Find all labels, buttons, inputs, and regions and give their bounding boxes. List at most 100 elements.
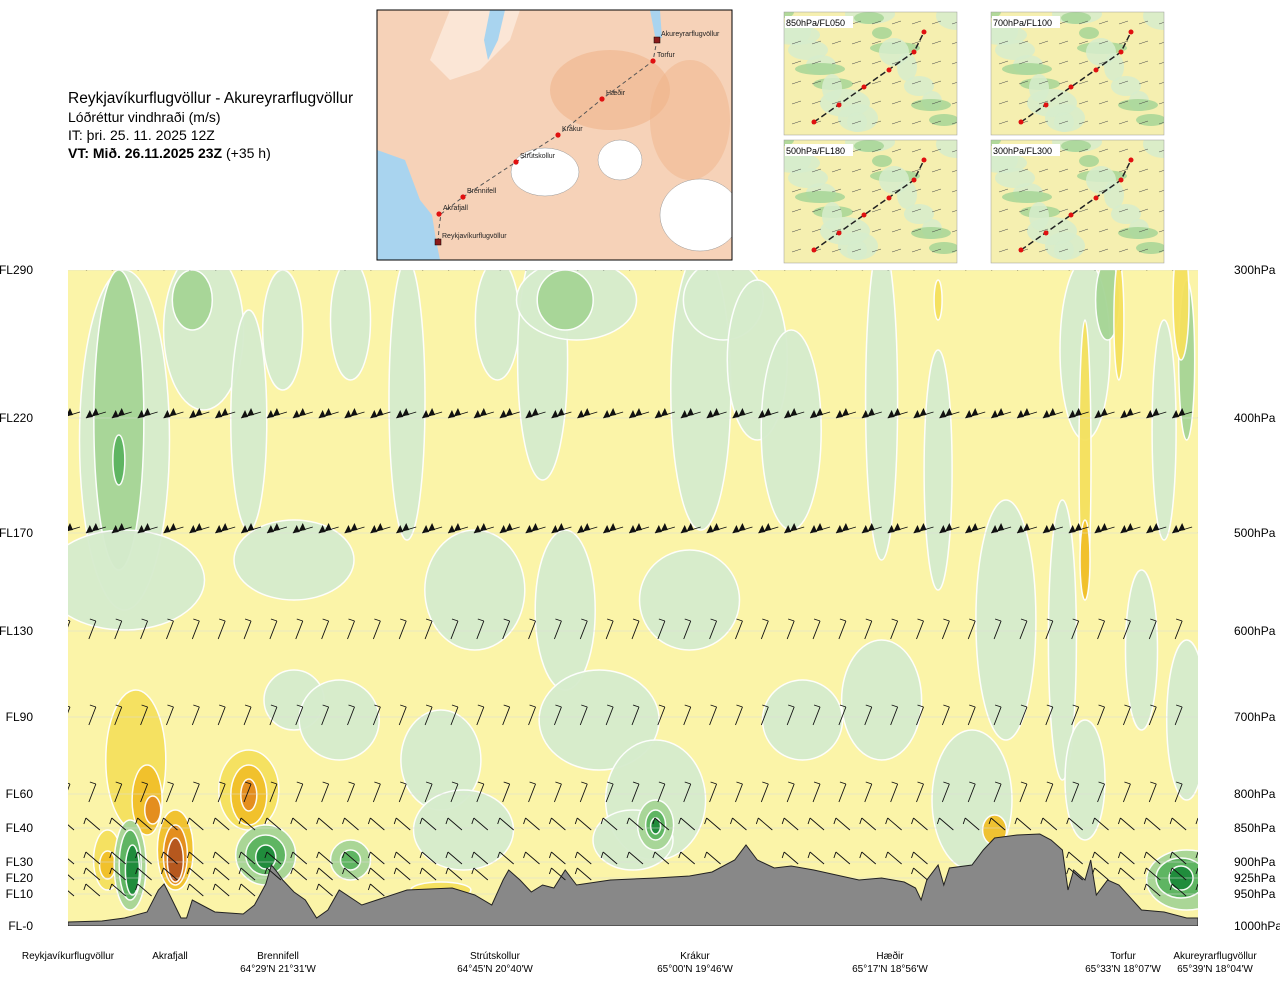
barb-staff (680, 851, 696, 865)
barb-feather (83, 883, 87, 891)
wind-barb (1014, 817, 1032, 831)
barb-feather (83, 851, 87, 859)
wind-barb (243, 781, 252, 803)
barb-feather (807, 851, 811, 859)
panel-barb (1138, 60, 1149, 65)
barb-staff (370, 867, 385, 881)
barb-feather (1124, 618, 1131, 622)
wind-barb (189, 408, 210, 419)
wind-barb (1197, 523, 1211, 533)
panel-barb (1118, 60, 1129, 65)
wind-barb (238, 867, 256, 881)
panel-waypoint-marker (1128, 157, 1134, 163)
barb-staff (447, 270, 450, 271)
barb-feather (238, 817, 242, 825)
panel-barb (931, 20, 942, 25)
barb-staff (347, 783, 355, 803)
barb-staff (396, 270, 398, 271)
barb-feather (1046, 781, 1053, 785)
map-waypoint-marker (555, 132, 561, 138)
wind-barb (551, 270, 553, 271)
wind-barb (939, 523, 960, 534)
wind-barb (1042, 408, 1063, 419)
panel-barb (1158, 42, 1164, 45)
barb-feather (1175, 618, 1183, 622)
wind-barb (916, 704, 924, 726)
panel-label-bg (992, 16, 1060, 28)
wind-barb (579, 618, 588, 640)
wind-barb (1146, 523, 1167, 534)
panel-contour (1086, 38, 1116, 66)
contour-region (534, 529, 596, 691)
wind-barb (342, 817, 359, 831)
wind-barb (528, 781, 536, 803)
panel-barb (1118, 20, 1129, 25)
barb-staff (913, 867, 928, 881)
panel-barb (1158, 62, 1164, 65)
barb-staff (321, 620, 330, 640)
barb-staff (189, 270, 191, 271)
barb-staff (85, 817, 101, 831)
barb-feather (523, 851, 526, 859)
wind-barb (68, 782, 71, 791)
pressure-level-label: 1000hPa (1234, 919, 1280, 933)
panel-waypoint-marker (911, 49, 917, 55)
barb-feather (788, 781, 795, 785)
barb-flag (654, 523, 668, 533)
panel-barb (1138, 40, 1149, 45)
wind-barb (603, 408, 624, 419)
barb-flag (1198, 523, 1211, 533)
barb-feather (1020, 618, 1028, 622)
barb-feather (994, 704, 1002, 708)
barb-feather (58, 852, 60, 858)
contour-region (1079, 519, 1091, 601)
wind-barb (502, 781, 511, 803)
panel-contour (1086, 166, 1116, 194)
barb-flag (344, 408, 358, 418)
panel-barb (891, 120, 902, 125)
barb-feather (859, 817, 863, 825)
barb-feather (969, 704, 976, 708)
panel-barb (951, 82, 957, 85)
barb-feather (393, 817, 397, 825)
barb-feather (400, 704, 407, 708)
wind-barb (523, 817, 540, 831)
panel-barb (1078, 100, 1089, 105)
barb-feather (833, 851, 837, 859)
panel-contour (879, 166, 909, 194)
barb-staff (1094, 270, 1097, 271)
barb-feather (425, 704, 433, 708)
barb-staff (528, 620, 536, 640)
barb-feather (1195, 883, 1198, 891)
flight-level-label: FL40 (6, 821, 34, 835)
panel-contour (991, 25, 1027, 45)
barb-staff (551, 817, 566, 831)
wind-barb (476, 781, 485, 803)
barb-flag (913, 408, 927, 418)
barb-feather (833, 817, 837, 825)
wind-barb (1195, 817, 1198, 825)
panel-barb (911, 80, 922, 85)
barb-staff (916, 620, 924, 640)
wind-barb (396, 408, 417, 419)
panel-barb (791, 208, 802, 213)
valid-time: VT: Mið. 26.11.2025 23Z (68, 145, 223, 161)
wind-barb (553, 781, 562, 803)
wind-barb (476, 704, 485, 726)
terrain-profile (68, 833, 1198, 926)
panel-waypoint-marker (1118, 177, 1124, 183)
barb-staff (1201, 784, 1208, 802)
panel-barb (871, 80, 882, 85)
barb-staff (241, 270, 243, 271)
barb-feather (1143, 817, 1147, 825)
barb-staff (967, 783, 976, 803)
wind-barb (292, 270, 295, 271)
barb-feather (193, 781, 200, 785)
barb-flag (1068, 523, 1082, 533)
barb-feather (244, 781, 252, 785)
barb-feather (1066, 867, 1070, 875)
wind-barb (238, 883, 256, 897)
barb-staff (941, 783, 950, 803)
panel-frame (990, 11, 1165, 136)
wind-barb (215, 270, 217, 271)
